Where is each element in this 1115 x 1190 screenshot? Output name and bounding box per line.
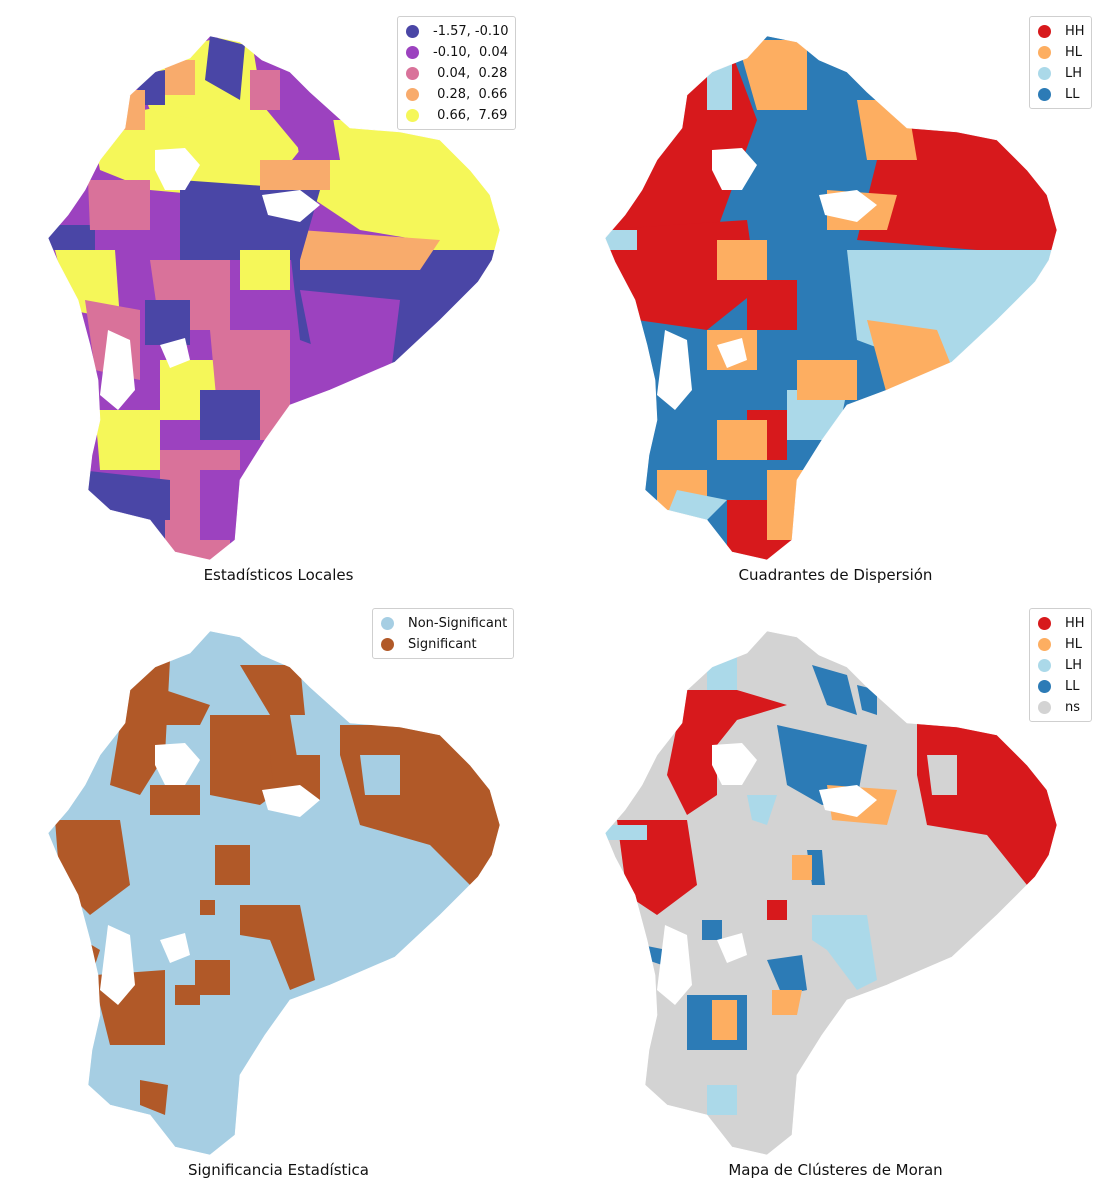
legend-marker [1038,46,1051,59]
legend-label: LH [1065,66,1083,81]
legend-label: -0.10, 0.04 [433,45,508,60]
legend-item: HL [1038,42,1085,63]
legend-item: -1.57, -0.10 [406,21,509,42]
legend-item: LH [1038,63,1085,84]
legend-label: 0.04, 0.28 [433,66,508,81]
legend-item: ns [1038,697,1085,718]
choropleth-map-scatter-quadrants [604,35,1058,561]
legend-marker [1038,638,1051,651]
legend-item: 0.28, 0.66 [406,84,509,105]
legend-label: HL [1065,637,1083,652]
legend-marker [381,617,394,630]
legend-item: LH [1038,655,1085,676]
panel-title: Mapa de Clústeres de Moran [728,1161,943,1179]
legend-marker [381,638,394,651]
legend-item: HH [1038,21,1085,42]
panel-scatter-quadrants: HH HL LH LL Cuadrantes de Dispersión [557,0,1114,595]
legend-item: Non-Significant [381,613,507,634]
panel-moran-cluster-map: HH HL LH LL ns Mapa de Clústeres de Mora… [557,595,1114,1190]
legend-label: LL [1065,87,1080,102]
legend: HH HL LH LL ns [1029,608,1092,722]
legend-marker [1038,659,1051,672]
legend-marker [406,88,419,101]
legend-marker [1038,680,1051,693]
legend-item: LL [1038,676,1085,697]
legend-marker [406,109,419,122]
legend-item: Significant [381,634,507,655]
legend-label: HL [1065,45,1083,60]
legend-item: LL [1038,84,1085,105]
panel-title: Cuadrantes de Dispersión [738,566,933,584]
legend-marker [406,25,419,38]
legend-marker [1038,88,1051,101]
legend-marker [406,67,419,80]
choropleth-map-significance [47,630,501,1156]
legend-marker [1038,25,1051,38]
legend: -1.57, -0.10 -0.10, 0.04 0.04, 0.28 0.28… [397,16,516,130]
legend-label: Non-Significant [408,616,508,631]
legend-marker [406,46,419,59]
legend-item: 0.04, 0.28 [406,63,509,84]
legend-item: -0.10, 0.04 [406,42,509,63]
legend-item: HL [1038,634,1085,655]
choropleth-map-moran-clusters [604,630,1058,1156]
legend-label: HH [1065,24,1085,39]
legend-label: ns [1065,700,1081,715]
legend-marker [1038,617,1051,630]
legend-label: LH [1065,658,1083,673]
legend-label: HH [1065,616,1085,631]
legend: HH HL LH LL [1029,16,1092,109]
legend-label: 0.28, 0.66 [433,87,508,102]
panel-local-statistics: -1.57, -0.10 -0.10, 0.04 0.04, 0.28 0.28… [0,0,557,595]
legend-label: LL [1065,679,1080,694]
legend: Non-Significant Significant [372,608,515,659]
panel-title: Estadísticos Locales [203,566,354,584]
legend-item: 0.66, 7.69 [406,105,509,126]
legend-label: Significant [408,637,477,652]
legend-item: HH [1038,613,1085,634]
panel-statistical-significance: Non-Significant Significant Significanci… [0,595,557,1190]
legend-label: -1.57, -0.10 [433,24,509,39]
legend-label: 0.66, 7.69 [433,108,508,123]
legend-marker [1038,67,1051,80]
panel-title: Significancia Estadística [187,1161,369,1179]
legend-marker [1038,701,1051,714]
